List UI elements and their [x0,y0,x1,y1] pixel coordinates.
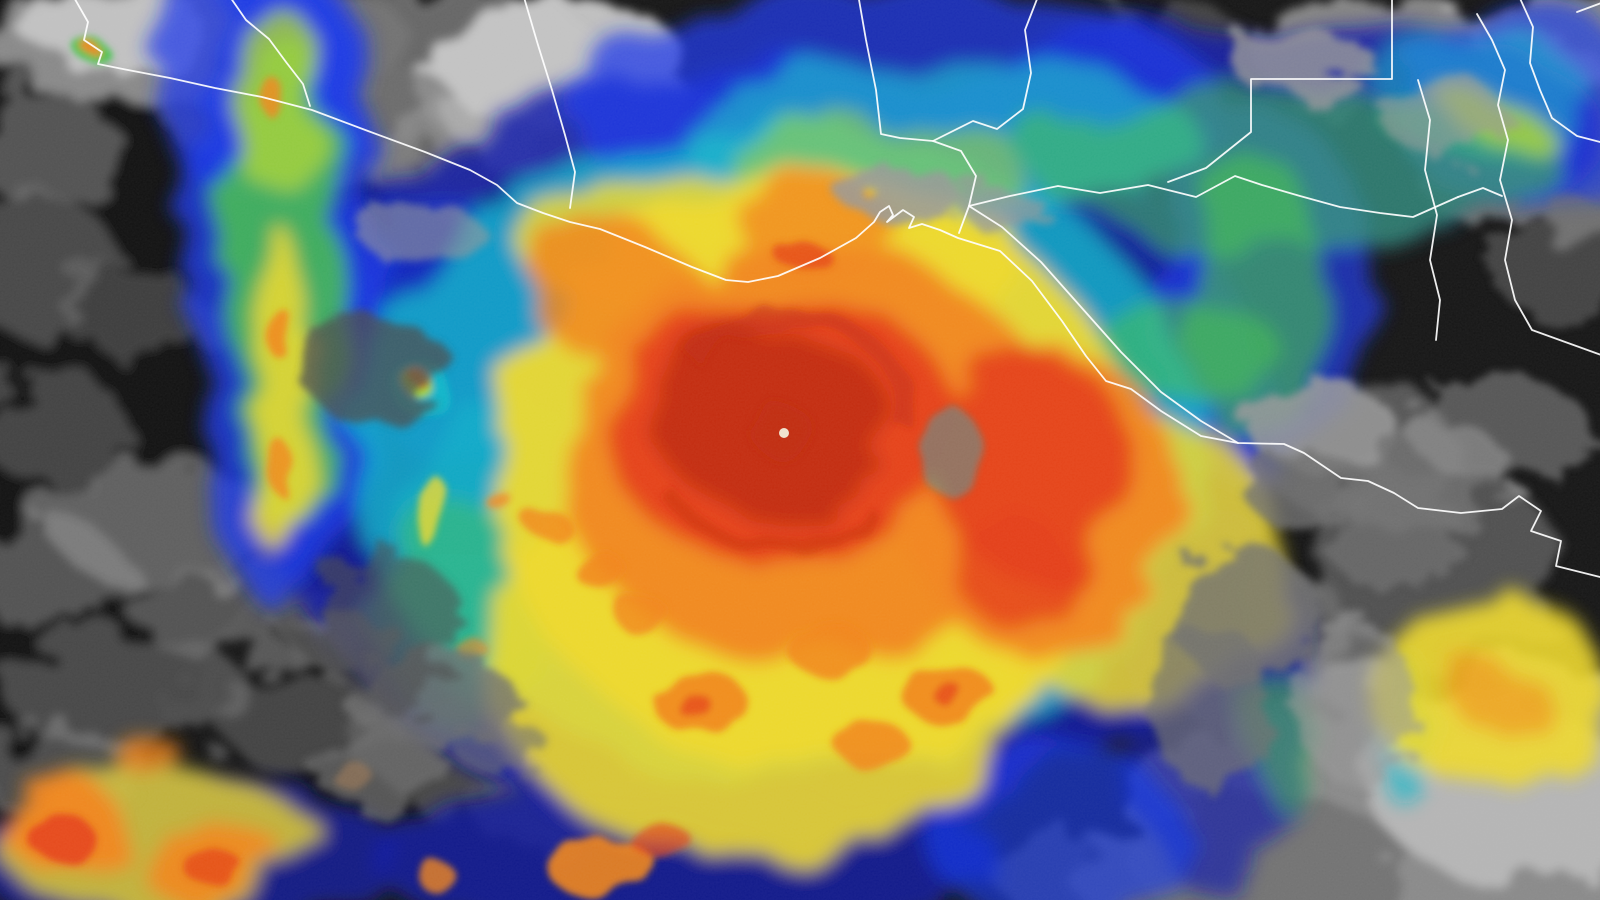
image-grain-overlay [0,0,1600,900]
satellite-image [0,0,1600,900]
satellite-canvas [0,0,1600,900]
